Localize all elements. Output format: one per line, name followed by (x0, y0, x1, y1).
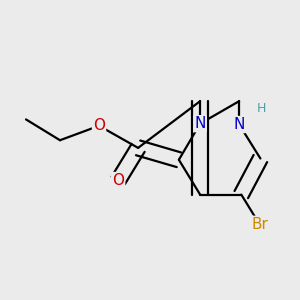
Text: O: O (93, 118, 105, 133)
Text: H: H (257, 102, 266, 115)
Text: N: N (194, 116, 206, 131)
Text: N: N (233, 117, 245, 132)
Text: Br: Br (251, 217, 268, 232)
Text: O: O (112, 173, 124, 188)
